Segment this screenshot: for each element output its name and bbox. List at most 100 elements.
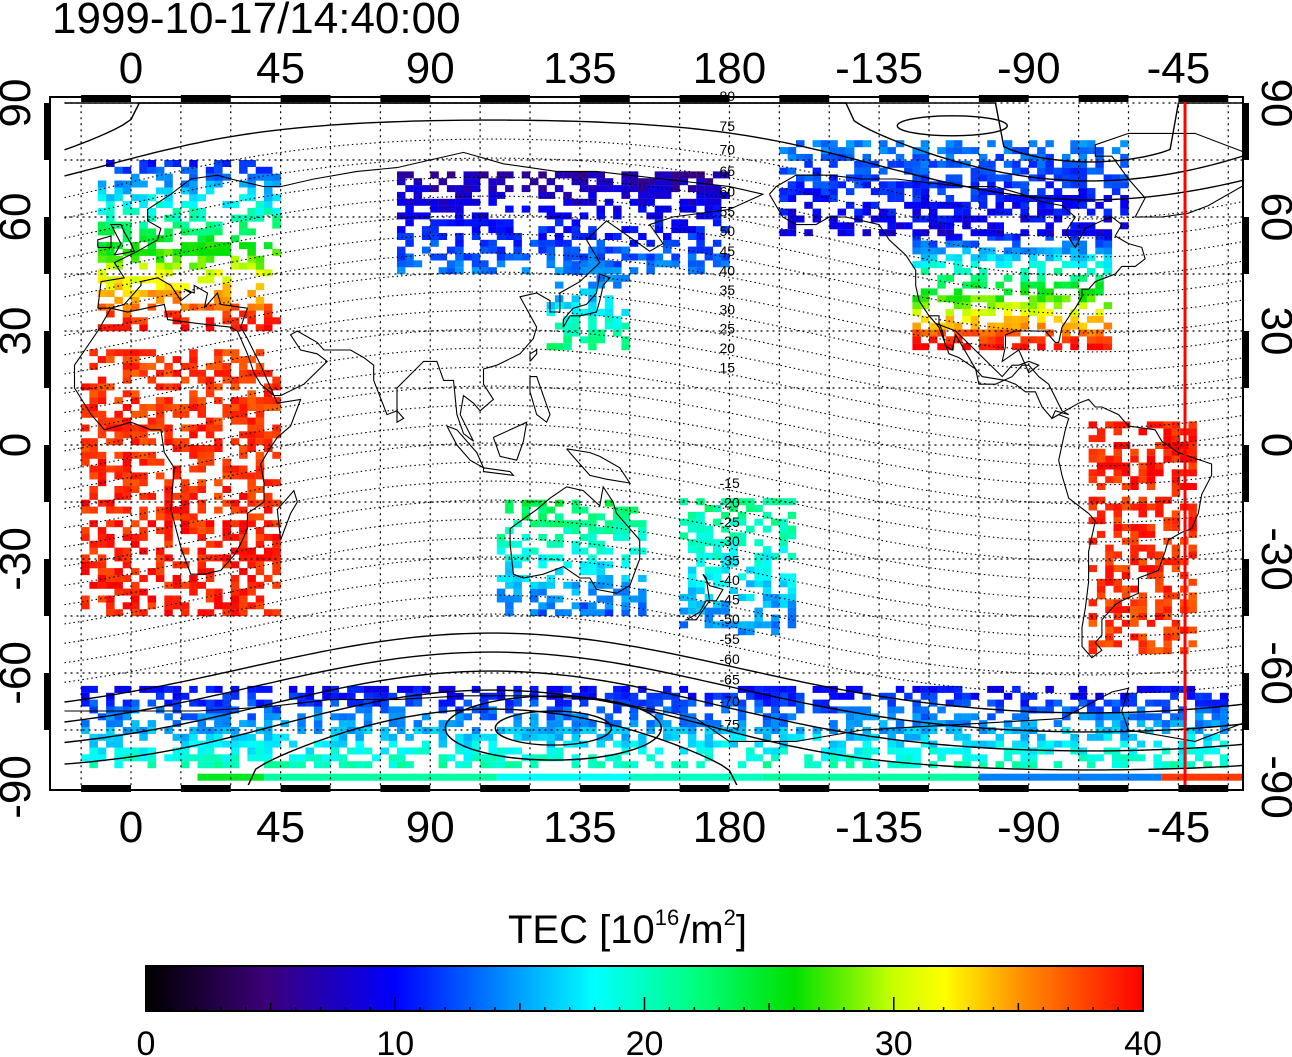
tec-cell bbox=[820, 685, 830, 693]
tec-cell bbox=[654, 692, 664, 700]
tec-cell bbox=[712, 566, 722, 574]
tec-cell bbox=[704, 532, 714, 540]
tec-cell bbox=[895, 153, 905, 161]
tec-cell bbox=[1203, 706, 1212, 714]
tec-cell bbox=[1028, 261, 1038, 269]
tec-cell bbox=[214, 720, 223, 728]
tec-cell bbox=[189, 214, 198, 222]
tec-cell bbox=[521, 171, 531, 179]
tec-cell bbox=[1128, 713, 1137, 721]
tec-cell bbox=[247, 290, 256, 297]
tec-cell bbox=[704, 573, 714, 581]
tec-cell bbox=[272, 207, 281, 215]
tec-cell bbox=[812, 727, 822, 734]
tec-cell bbox=[430, 171, 439, 179]
tec-cell bbox=[197, 207, 206, 215]
tec-cell bbox=[962, 315, 971, 323]
tec-cell bbox=[995, 281, 1004, 289]
tec-cell bbox=[155, 262, 165, 270]
tec-cell bbox=[122, 547, 132, 555]
tec-cell bbox=[1037, 336, 1046, 344]
tec-cell bbox=[1146, 544, 1156, 552]
tec-cell bbox=[820, 181, 830, 189]
tec-cell bbox=[397, 685, 406, 693]
tec-cell bbox=[471, 185, 481, 193]
tec-cell bbox=[613, 205, 622, 213]
tec-cell bbox=[446, 260, 456, 268]
tec-cell bbox=[970, 181, 980, 189]
tec-cell bbox=[97, 248, 107, 256]
tec-cell bbox=[214, 417, 223, 425]
tec-cell bbox=[671, 692, 680, 700]
tec-cell bbox=[322, 754, 331, 762]
tec-cell bbox=[89, 465, 98, 473]
tec-cell bbox=[230, 214, 240, 222]
tec-cell bbox=[230, 685, 240, 693]
tec-cell bbox=[363, 692, 373, 700]
tec-cell bbox=[189, 356, 198, 364]
tec-cell bbox=[1146, 503, 1156, 511]
tec-cell bbox=[945, 343, 955, 351]
tec-cell bbox=[588, 554, 597, 562]
tec-cell bbox=[571, 198, 581, 206]
tec-cell bbox=[480, 239, 489, 247]
tec-cell bbox=[172, 248, 182, 256]
tec-cell bbox=[89, 685, 98, 693]
tec-cell bbox=[239, 160, 248, 167]
tec-cell bbox=[97, 242, 107, 250]
tec-cell bbox=[131, 520, 140, 528]
tec-cell-strip bbox=[978, 773, 1162, 781]
tec-cell bbox=[222, 290, 231, 297]
tec-cell bbox=[812, 761, 822, 769]
tec-cell bbox=[180, 479, 190, 487]
tec-cell bbox=[588, 685, 597, 693]
tec-cell bbox=[754, 692, 763, 700]
tec-cell bbox=[405, 685, 414, 693]
tec-cell bbox=[155, 173, 165, 181]
tec-cell bbox=[613, 720, 622, 728]
tec-cell bbox=[1163, 455, 1172, 463]
tec-cell bbox=[114, 486, 123, 493]
tec-cell bbox=[131, 431, 140, 439]
tec-cell bbox=[513, 713, 522, 721]
tec-cell bbox=[613, 527, 622, 535]
tec-cell bbox=[596, 595, 605, 603]
tec-cell bbox=[604, 322, 614, 330]
tec-cell bbox=[1088, 496, 1098, 504]
tec-cell bbox=[920, 267, 930, 275]
tec-cell bbox=[230, 747, 240, 755]
tec-cell bbox=[155, 561, 165, 569]
tec-cell bbox=[987, 322, 996, 330]
magnetic-lat-label: -35 bbox=[720, 553, 740, 569]
tec-cell bbox=[222, 527, 231, 535]
tec-cell bbox=[787, 600, 797, 608]
tec-cell bbox=[704, 621, 714, 629]
tec-cell bbox=[796, 215, 805, 223]
tec-cell bbox=[571, 315, 581, 323]
tec-cell bbox=[621, 246, 630, 254]
tec-cell bbox=[1020, 754, 1029, 762]
tec-cell bbox=[122, 479, 132, 487]
tec-cell bbox=[845, 692, 855, 700]
tec-cell bbox=[687, 539, 697, 547]
tec-cell bbox=[687, 573, 697, 581]
frame-bar-top bbox=[1078, 95, 1129, 102]
tec-cell bbox=[588, 513, 597, 521]
tec-cell bbox=[554, 219, 564, 227]
tec-cell bbox=[621, 595, 630, 603]
tec-cell bbox=[463, 178, 472, 186]
tec-cell bbox=[106, 692, 115, 700]
tec-cell bbox=[139, 754, 148, 762]
tec-cell bbox=[1028, 309, 1038, 316]
tec-cell bbox=[1095, 706, 1104, 714]
tec-cell bbox=[779, 713, 788, 721]
tec-cell bbox=[222, 310, 231, 318]
tec-cell bbox=[247, 472, 256, 480]
tec-cell bbox=[696, 552, 705, 560]
tec-cell bbox=[81, 451, 90, 459]
tec-cell bbox=[804, 201, 813, 209]
magnetic-contour bbox=[64, 670, 1242, 752]
tec-cell bbox=[962, 147, 971, 155]
tec-cell bbox=[1078, 302, 1088, 310]
tec-cell bbox=[81, 720, 90, 728]
